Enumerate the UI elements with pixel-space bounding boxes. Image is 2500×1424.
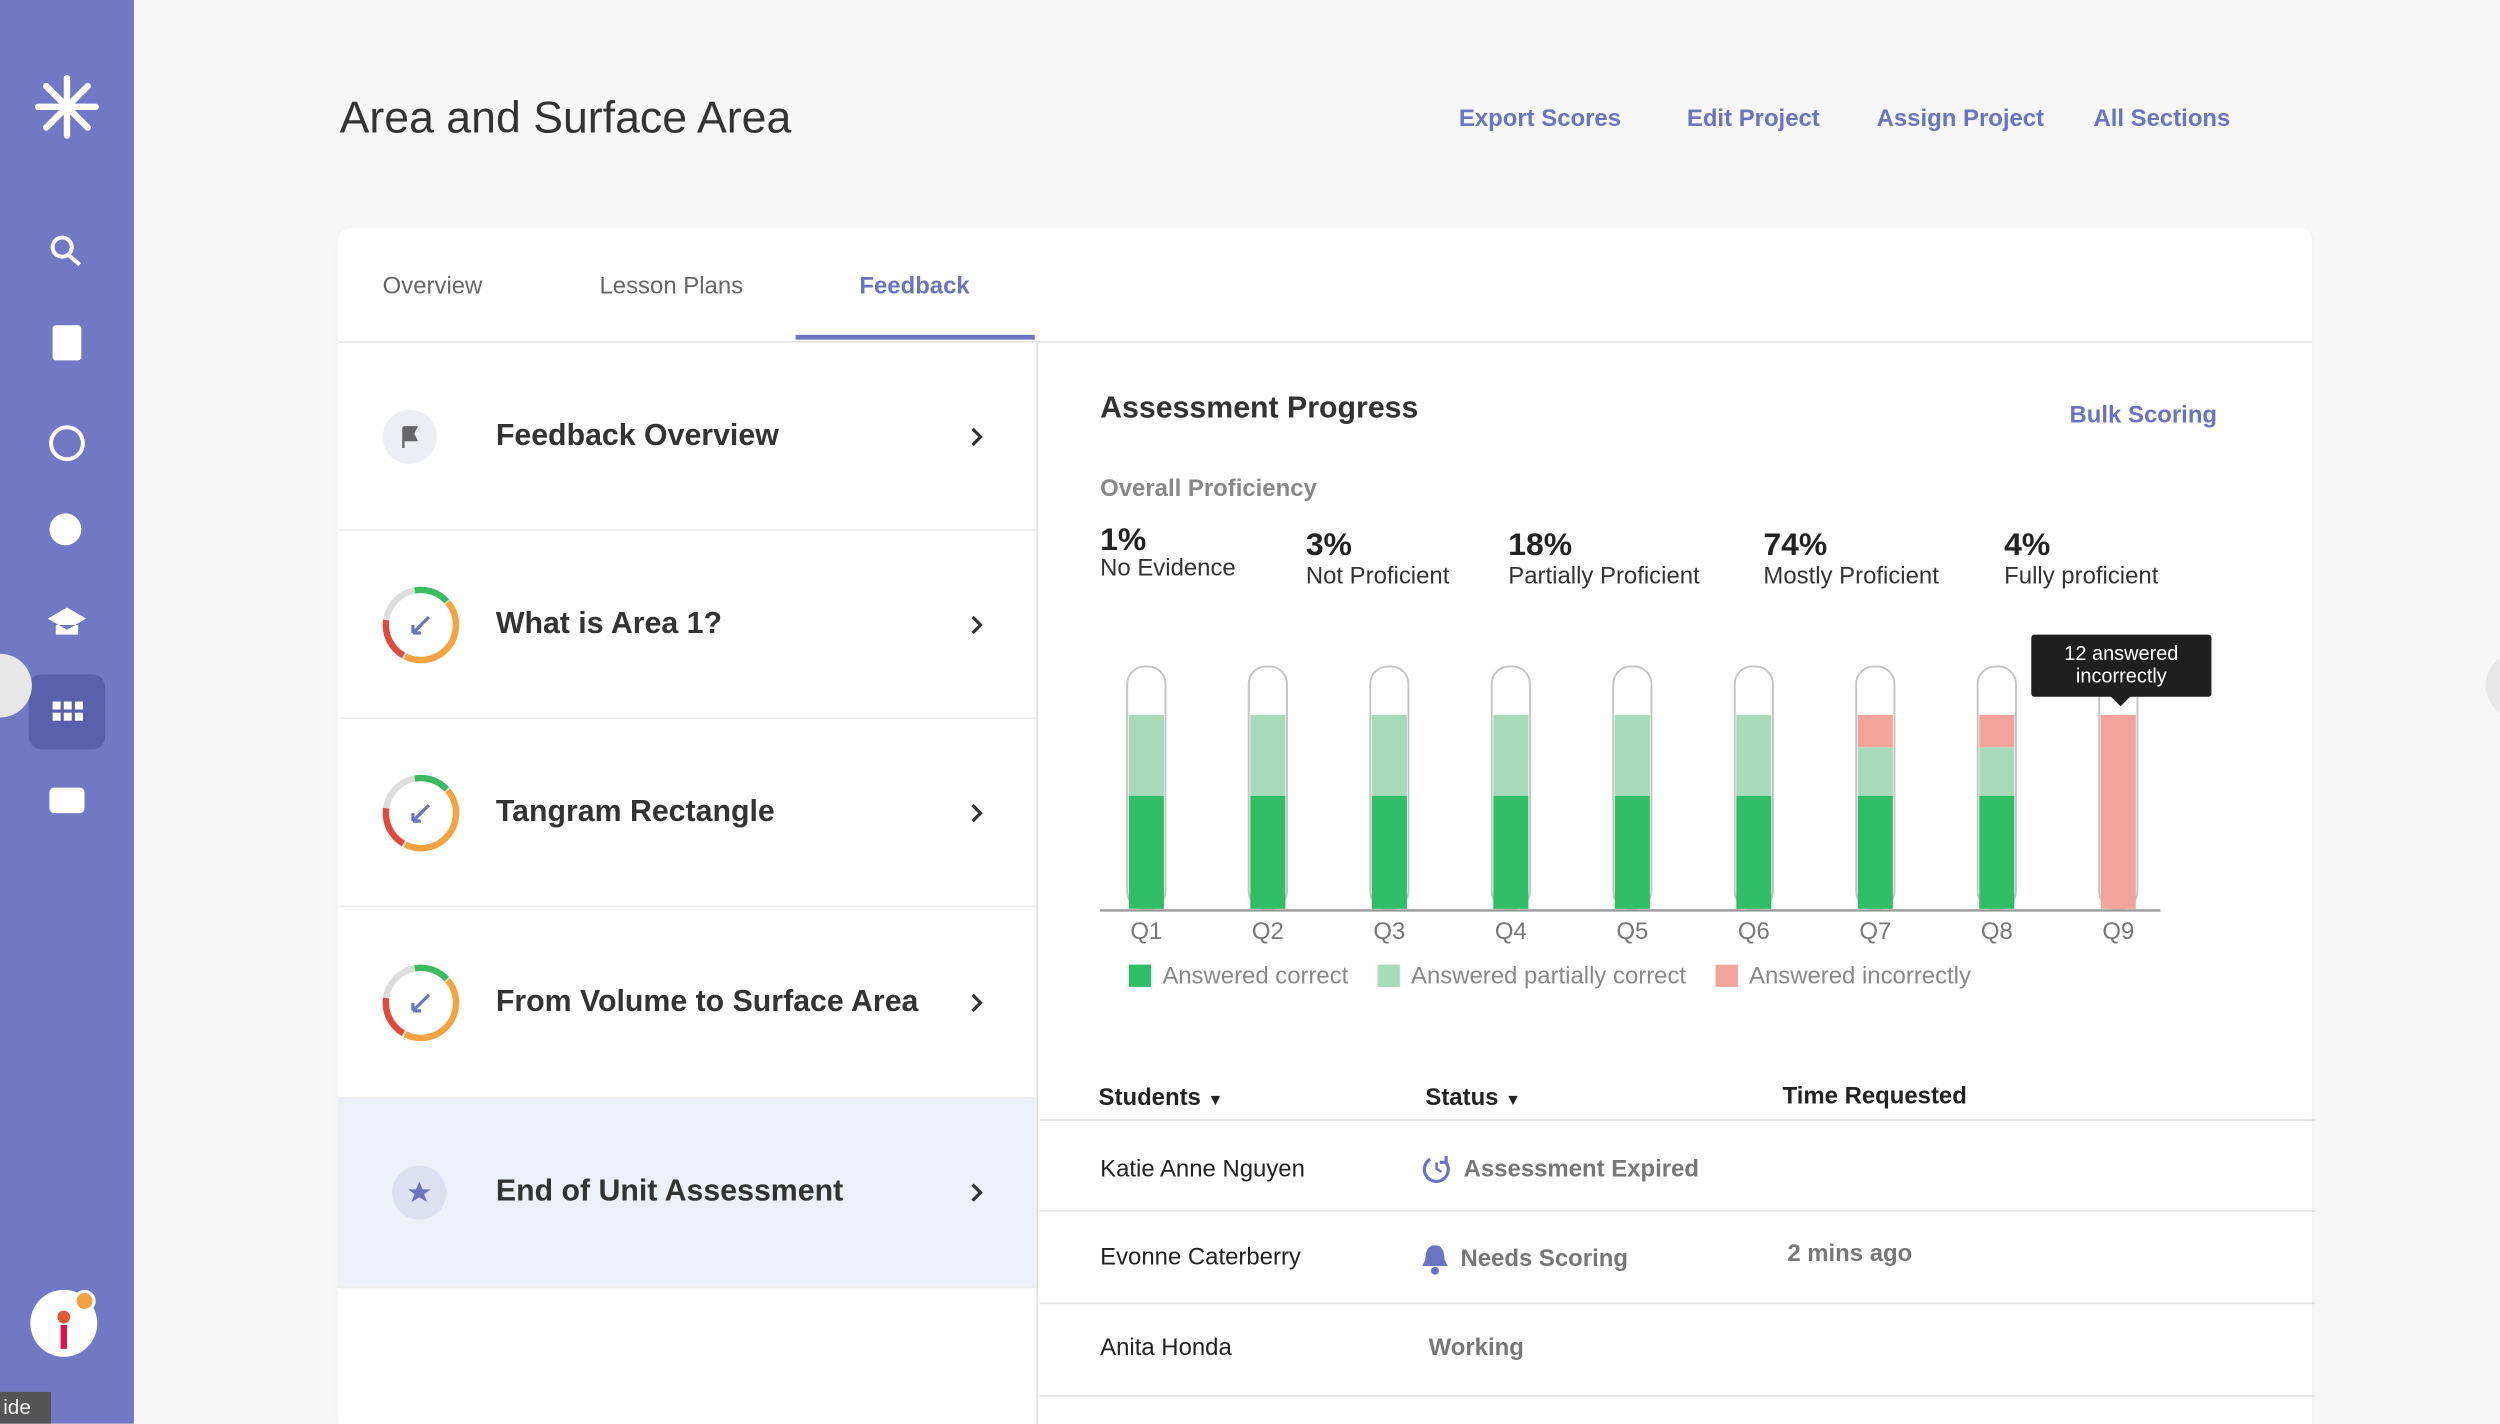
export-link[interactable]: Export Scores — [1458, 105, 1622, 133]
assign-link[interactable]: Assign Project — [1876, 105, 2045, 133]
edge-handle — [2485, 658, 2500, 714]
legend-label: Answered partially correct — [1411, 963, 1686, 990]
time-requested: 2 mins ago — [1787, 1240, 1913, 1268]
logo[interactable] — [35, 74, 99, 139]
bar-segment — [1128, 714, 1164, 796]
bar-segment — [1371, 714, 1407, 796]
lesson-item[interactable]: Tangram Rectangle — [338, 719, 1037, 908]
column-header[interactable]: Students ▼ — [1098, 1084, 1224, 1112]
lesson-item-active[interactable]: End of Unit Assessment — [338, 1098, 1037, 1289]
status: Working — [1428, 1334, 1524, 1362]
sidebar-icons — [0, 74, 106, 1357]
tab[interactable]: Overview — [382, 272, 483, 300]
x-tick-label: Q5 — [1616, 918, 1648, 945]
status: Assessment Expired — [1463, 1155, 1699, 1184]
student-name: Anita Honda — [1100, 1334, 1232, 1362]
proficiency-label: Fully proficient — [2004, 562, 2159, 590]
x-tick-label: Q2 — [1252, 918, 1284, 945]
bar-segment — [1736, 795, 1772, 909]
status: Needs Scoring — [1460, 1245, 1628, 1273]
proficiency-label: Not Proficient — [1305, 562, 1450, 590]
tab[interactable]: Lesson Plans — [599, 272, 744, 300]
lesson-title: End of Unit Assessment — [495, 1175, 844, 1209]
student-name: Katie Anne Nguyen — [1100, 1155, 1305, 1184]
x-tick-label: Q4 — [1495, 918, 1527, 945]
bar-segment — [1979, 714, 2015, 748]
proficiency-percent: 18% — [1508, 527, 1573, 563]
proficiency-percent: 74% — [1763, 527, 1828, 563]
sections-link[interactable]: All Sections — [2093, 105, 2231, 133]
x-tick-label: Q6 — [1738, 918, 1770, 945]
bell-icon — [1422, 1245, 1448, 1275]
proficiency-label: Partially Proficient — [1508, 562, 1700, 590]
x-tick-label: Q9 — [2102, 918, 2134, 945]
panel-divider — [1036, 342, 1038, 1424]
bar-segment — [1128, 795, 1164, 909]
lesson-title: Tangram Rectangle — [495, 794, 775, 829]
bar-segment — [1979, 795, 2015, 909]
legend-label: Answered correct — [1162, 963, 1348, 990]
column-label: Status — [1425, 1084, 1499, 1112]
x-tick-label: Q1 — [1130, 918, 1162, 945]
bar-segment — [1250, 714, 1286, 796]
bar-segment — [1857, 714, 1893, 748]
lesson-item[interactable]: From Volume to Surface Area — [338, 907, 1037, 1099]
edit-link[interactable]: Edit Project — [1686, 105, 1820, 133]
lesson-title: From Volume to Surface Area — [495, 984, 919, 1019]
bar-segment — [1857, 795, 1893, 909]
column-label: Students — [1098, 1084, 1201, 1112]
side-tab[interactable]: ide — [0, 1391, 52, 1424]
page-title: Area and Surface Area — [339, 92, 792, 142]
proficiency-title: Overall Proficiency — [1100, 475, 1317, 503]
lesson-title: What is Area 1? — [495, 606, 723, 641]
lesson-item[interactable]: Feedback Overview — [338, 343, 1037, 531]
tab-underline — [795, 334, 1035, 340]
x-tick-label: Q8 — [1981, 918, 2013, 945]
x-tick-label: Q7 — [1859, 918, 1891, 945]
tooltip-arrow — [2109, 695, 2132, 707]
row-line — [1039, 1210, 2316, 1212]
bar-segment — [1493, 795, 1529, 909]
chart: Q1 Q2 Q3 Q4 Q5 Q6 Q7 Q8 Q9 Answered correct Answer… — [1100, 665, 2161, 990]
proficiency-label: Mostly Proficient — [1763, 562, 1939, 590]
legend-swatch — [1128, 964, 1152, 987]
tab-active[interactable]: Feedback — [859, 272, 970, 300]
bar-segment — [1371, 795, 1407, 909]
legend-swatch — [1715, 964, 1738, 987]
row-line — [1039, 1395, 2316, 1397]
bar-segment — [1493, 714, 1529, 796]
proficiency-percent: 4% — [2004, 527, 2051, 563]
student-name: Evonne Caterberry — [1100, 1243, 1301, 1271]
proficiency-percent: 3% — [1305, 527, 1352, 563]
bar-segment — [1614, 714, 1650, 796]
legend-label: Answered incorrectly — [1749, 963, 1971, 990]
proficiency-percent: 1% — [1100, 522, 1147, 559]
x-tick-label: Q3 — [1373, 918, 1405, 945]
bar-segment — [2100, 714, 2136, 909]
bulk-scoring[interactable]: Bulk Scoring — [2069, 401, 2218, 429]
legend-swatch — [1377, 964, 1400, 987]
tab-divider — [338, 341, 2312, 343]
bar-segment — [1736, 714, 1772, 796]
column-header[interactable]: Status ▼ — [1425, 1084, 1521, 1112]
bar-segment — [1250, 795, 1286, 909]
column-header: Time Requested — [1782, 1082, 1967, 1110]
panel-title: Assessment Progress — [1100, 392, 1419, 426]
expired-icon — [1422, 1155, 1450, 1183]
tooltip: 12 answered incorrectly — [2031, 634, 2212, 697]
proficiency-label: No Evidence — [1100, 554, 1236, 582]
row-line — [1039, 1302, 2316, 1305]
bar-segment — [1614, 795, 1650, 909]
lesson-item[interactable]: What is Area 1? — [338, 531, 1037, 720]
lesson-title: Feedback Overview — [495, 418, 779, 453]
row-line — [1039, 1119, 2316, 1121]
bar-segment — [1857, 747, 1893, 796]
bar-segment — [1979, 747, 2015, 796]
